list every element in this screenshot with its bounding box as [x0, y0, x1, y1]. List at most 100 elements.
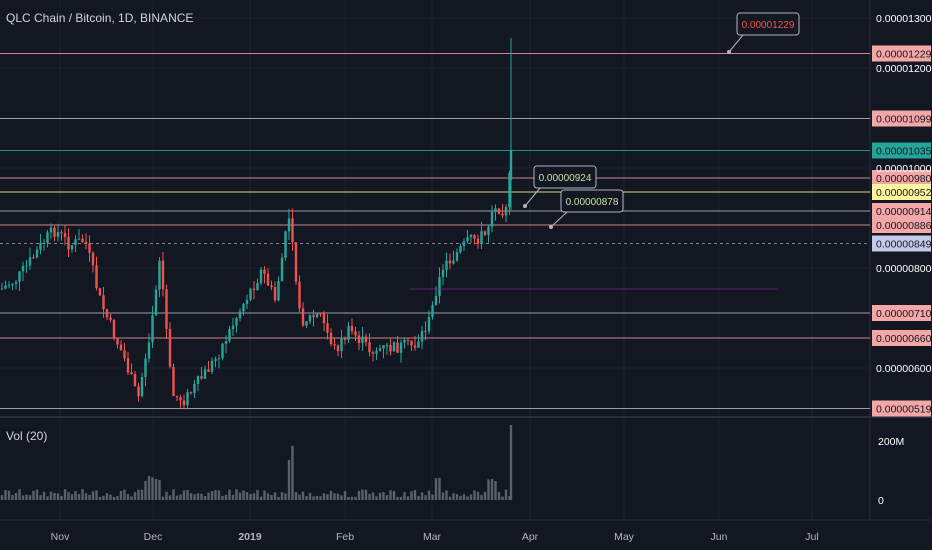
candle-body-14 [49, 227, 53, 233]
callout-box-0[interactable] [736, 12, 800, 36]
volume-tick-0: 200M [878, 436, 904, 448]
volume-bar-135 [473, 490, 476, 500]
candle-body-145 [508, 172, 511, 208]
candle-body-139 [487, 226, 490, 235]
candle-body-133 [466, 236, 469, 242]
price-tag-bg-6 [872, 217, 931, 233]
candle-body-69 [242, 303, 245, 312]
candle-body-43 [151, 315, 154, 343]
volume-bars [0, 425, 513, 500]
volume-bar-40 [140, 489, 144, 500]
candle-body-114 [399, 342, 403, 353]
volume-bar-136 [476, 491, 480, 500]
volume-bar-119 [417, 495, 420, 500]
price-tick-2: 0.00001000 [876, 163, 932, 175]
volume-bar-125 [438, 477, 441, 500]
volume-bar-112 [392, 491, 396, 500]
candle-body-47 [165, 289, 168, 329]
volume-bar-139 [487, 479, 490, 500]
candle-body-45 [158, 260, 161, 290]
callout-box-1[interactable] [533, 165, 597, 189]
candle-body-91 [319, 313, 322, 315]
candle-body-70 [245, 299, 249, 304]
candle-body-123 [431, 305, 434, 318]
volume-bar-126 [441, 492, 445, 500]
volume-bar-57 [200, 493, 203, 500]
time-tick-2019: 2019 [238, 531, 262, 543]
candle-body-93 [326, 323, 329, 333]
candle-body-50 [175, 395, 179, 398]
candle-body-78 [273, 287, 277, 301]
volume-bar-65 [228, 489, 231, 500]
volume-bar-134 [469, 494, 473, 500]
candle-body-136 [476, 238, 480, 244]
candle-body-15 [53, 227, 56, 237]
volume-bar-64 [224, 494, 228, 500]
price-tick-1: 0.00001200 [876, 63, 932, 75]
volume-bar-46 [161, 496, 165, 500]
volume-bar-96 [336, 493, 340, 500]
volume-bar-33 [116, 496, 119, 500]
volume-bar-23 [81, 489, 84, 500]
candle-body-115 [403, 339, 406, 343]
candle-body-38 [133, 374, 137, 387]
volume-bar-16 [56, 493, 60, 500]
horizontal-levels[interactable] [0, 53, 870, 409]
volume-bar-90 [315, 495, 319, 500]
candle-body-8 [28, 257, 32, 266]
candle-body-51 [179, 397, 182, 401]
candle-body-117 [410, 340, 413, 346]
candle-body-35 [123, 350, 126, 359]
candle-body-107 [375, 350, 378, 354]
candle-body-71 [249, 288, 252, 300]
candle-body-32 [112, 320, 116, 339]
candle-body-75 [263, 269, 266, 274]
time-axis[interactable]: Nov Dec 2019 Feb Mar Apr May Jun Jul [51, 531, 819, 543]
candle-body-34 [119, 344, 123, 351]
candle-body-0 [0, 288, 4, 290]
callout-dot-0 [727, 50, 731, 54]
volume-bar-132 [462, 494, 466, 500]
volume-bar-129 [452, 493, 455, 500]
price-axis[interactable]: 0.00001229 0.00001099 0.00001035 0.00000980… [872, 13, 932, 507]
candle-body-52 [182, 400, 186, 406]
candle-body-103 [361, 336, 364, 344]
candle-body-26 [91, 252, 95, 266]
candle-body-130 [455, 252, 459, 261]
callout-label-2: 0.00000878 [566, 197, 619, 208]
volume-bar-22 [77, 494, 81, 500]
callout-dot-1 [523, 204, 527, 208]
price-tick-3: 0.00000800 [876, 263, 932, 275]
candle-body-142 [497, 208, 501, 214]
callout-box-2[interactable] [560, 189, 624, 213]
volume-bar-111 [389, 490, 392, 500]
volume-bar-28 [98, 496, 102, 500]
volume-bar-37 [130, 496, 133, 500]
candle-body-99 [347, 325, 350, 340]
price-tag-5: 0.00000914 [876, 206, 932, 218]
volume-bar-140 [490, 478, 494, 500]
candle-body-119 [417, 341, 420, 348]
price-tag-1: 0.00001099 [876, 114, 932, 126]
candle-body-63 [221, 343, 224, 359]
candle-body-33 [116, 338, 119, 345]
candle-body-54 [189, 392, 193, 394]
candle-body-3 [11, 283, 14, 286]
grid [0, 0, 932, 521]
candles [0, 38, 778, 410]
price-tag-bg-9 [872, 330, 931, 346]
candle-body-12 [42, 242, 46, 244]
volume-bar-89 [312, 496, 315, 500]
candle-body-129 [452, 260, 455, 264]
candle-body-25 [88, 243, 91, 253]
candle-body-9 [32, 257, 35, 259]
volume-bar-2 [7, 490, 11, 500]
price-annotations[interactable]: 0.00001229 0.00000924 0.00000878 [523, 12, 800, 229]
volume-bar-130 [455, 494, 459, 500]
candle-body-90 [315, 313, 319, 318]
volume-bar-116 [406, 496, 410, 500]
volume-bar-145 [508, 495, 511, 500]
candle-body-59 [207, 369, 210, 372]
candle-body-4 [14, 281, 18, 284]
